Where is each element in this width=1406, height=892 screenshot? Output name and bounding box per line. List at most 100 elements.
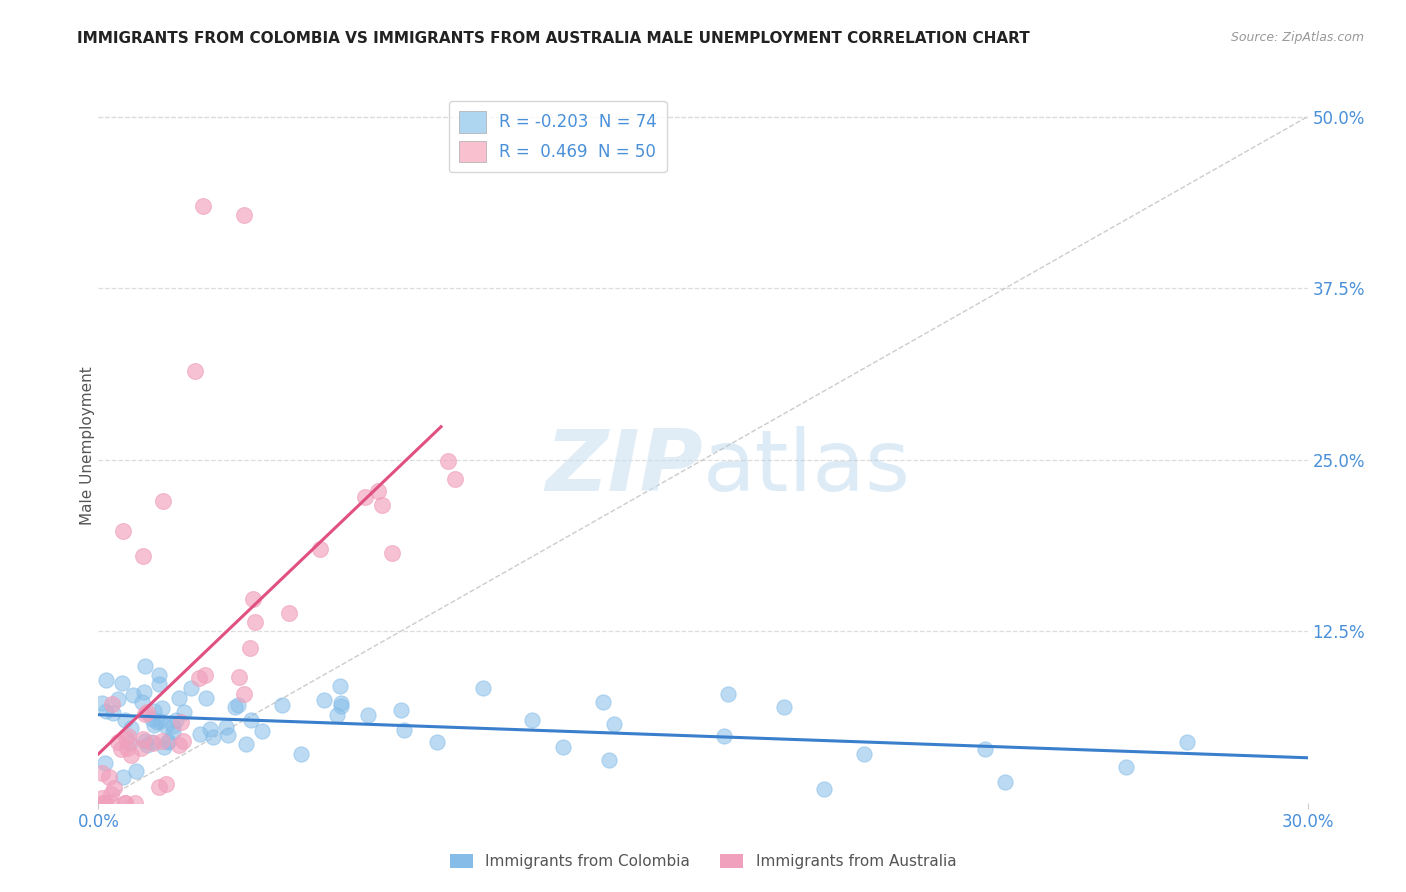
Point <box>180 681 202 696</box>
Point <box>91 766 114 780</box>
Point <box>242 591 264 606</box>
Point <box>101 697 124 711</box>
Point <box>193 199 215 213</box>
Point <box>290 747 312 761</box>
Point <box>232 209 254 223</box>
Point <box>134 658 156 673</box>
Point <box>148 667 170 681</box>
Point <box>115 731 138 746</box>
Text: ZIP: ZIP <box>546 425 703 509</box>
Point <box>713 729 735 743</box>
Point <box>172 734 194 748</box>
Point <box>148 677 170 691</box>
Point <box>153 740 176 755</box>
Point <box>367 484 389 499</box>
Point <box>326 707 349 722</box>
Point <box>120 748 142 763</box>
Point <box>100 796 122 810</box>
Point <box>1115 760 1137 774</box>
Point <box>91 796 114 810</box>
Point <box>121 688 143 702</box>
Point <box>134 685 156 699</box>
Point <box>603 717 626 731</box>
Point <box>132 732 155 747</box>
Point <box>143 718 166 732</box>
Point <box>135 738 157 752</box>
Point <box>132 549 155 563</box>
Point <box>114 713 136 727</box>
Point <box>426 735 449 749</box>
Point <box>389 703 412 717</box>
Point <box>270 698 292 712</box>
Point <box>162 719 184 733</box>
Point <box>107 691 129 706</box>
Point <box>94 796 117 810</box>
Point <box>252 723 274 738</box>
Legend: R = -0.203  N = 74, R =  0.469  N = 50: R = -0.203 N = 74, R = 0.469 N = 50 <box>449 101 666 172</box>
Point <box>201 730 224 744</box>
Point <box>233 687 256 701</box>
Point <box>522 713 544 727</box>
Point <box>149 714 172 729</box>
Point <box>974 742 997 756</box>
Point <box>371 498 394 512</box>
Point <box>1175 735 1198 749</box>
Point <box>134 707 156 722</box>
Point <box>125 764 148 778</box>
Point <box>131 695 153 709</box>
Point <box>215 721 238 735</box>
Point <box>134 734 156 748</box>
Legend: Immigrants from Colombia, Immigrants from Australia: Immigrants from Colombia, Immigrants fro… <box>444 848 962 875</box>
Point <box>592 695 614 709</box>
Point <box>117 730 139 744</box>
Point <box>437 454 460 468</box>
Point <box>167 738 190 752</box>
Point <box>129 741 152 756</box>
Point <box>155 777 177 791</box>
Point <box>167 691 190 706</box>
Point <box>598 753 620 767</box>
Point <box>217 728 239 742</box>
Point <box>239 713 262 727</box>
Point <box>111 524 134 538</box>
Point <box>100 787 122 801</box>
Point <box>198 722 221 736</box>
Point <box>380 546 402 560</box>
Point <box>354 490 377 504</box>
Point <box>91 791 114 805</box>
Point <box>994 775 1017 789</box>
Point <box>329 699 352 714</box>
Point <box>717 688 740 702</box>
Point <box>118 736 141 750</box>
Point <box>91 697 114 711</box>
Point <box>235 737 257 751</box>
Point <box>243 615 266 629</box>
Point <box>135 705 157 719</box>
Point <box>120 721 142 735</box>
Point <box>124 796 146 810</box>
Point <box>101 706 124 720</box>
Point <box>148 780 170 795</box>
Point <box>853 747 876 762</box>
Point <box>239 641 262 656</box>
Point <box>813 782 835 797</box>
Point <box>224 700 246 714</box>
Point <box>114 796 136 810</box>
Point <box>150 734 173 748</box>
Point <box>312 692 335 706</box>
Point <box>96 673 118 687</box>
Point <box>772 699 794 714</box>
Point <box>142 705 165 719</box>
Point <box>155 718 177 732</box>
Text: atlas: atlas <box>703 425 911 509</box>
Point <box>443 473 465 487</box>
Point <box>152 494 174 508</box>
Point <box>195 690 218 705</box>
Point <box>145 715 167 730</box>
Point <box>94 756 117 771</box>
Point <box>94 704 117 718</box>
Text: Source: ZipAtlas.com: Source: ZipAtlas.com <box>1230 31 1364 45</box>
Point <box>357 707 380 722</box>
Point <box>165 713 187 727</box>
Point <box>110 741 132 756</box>
